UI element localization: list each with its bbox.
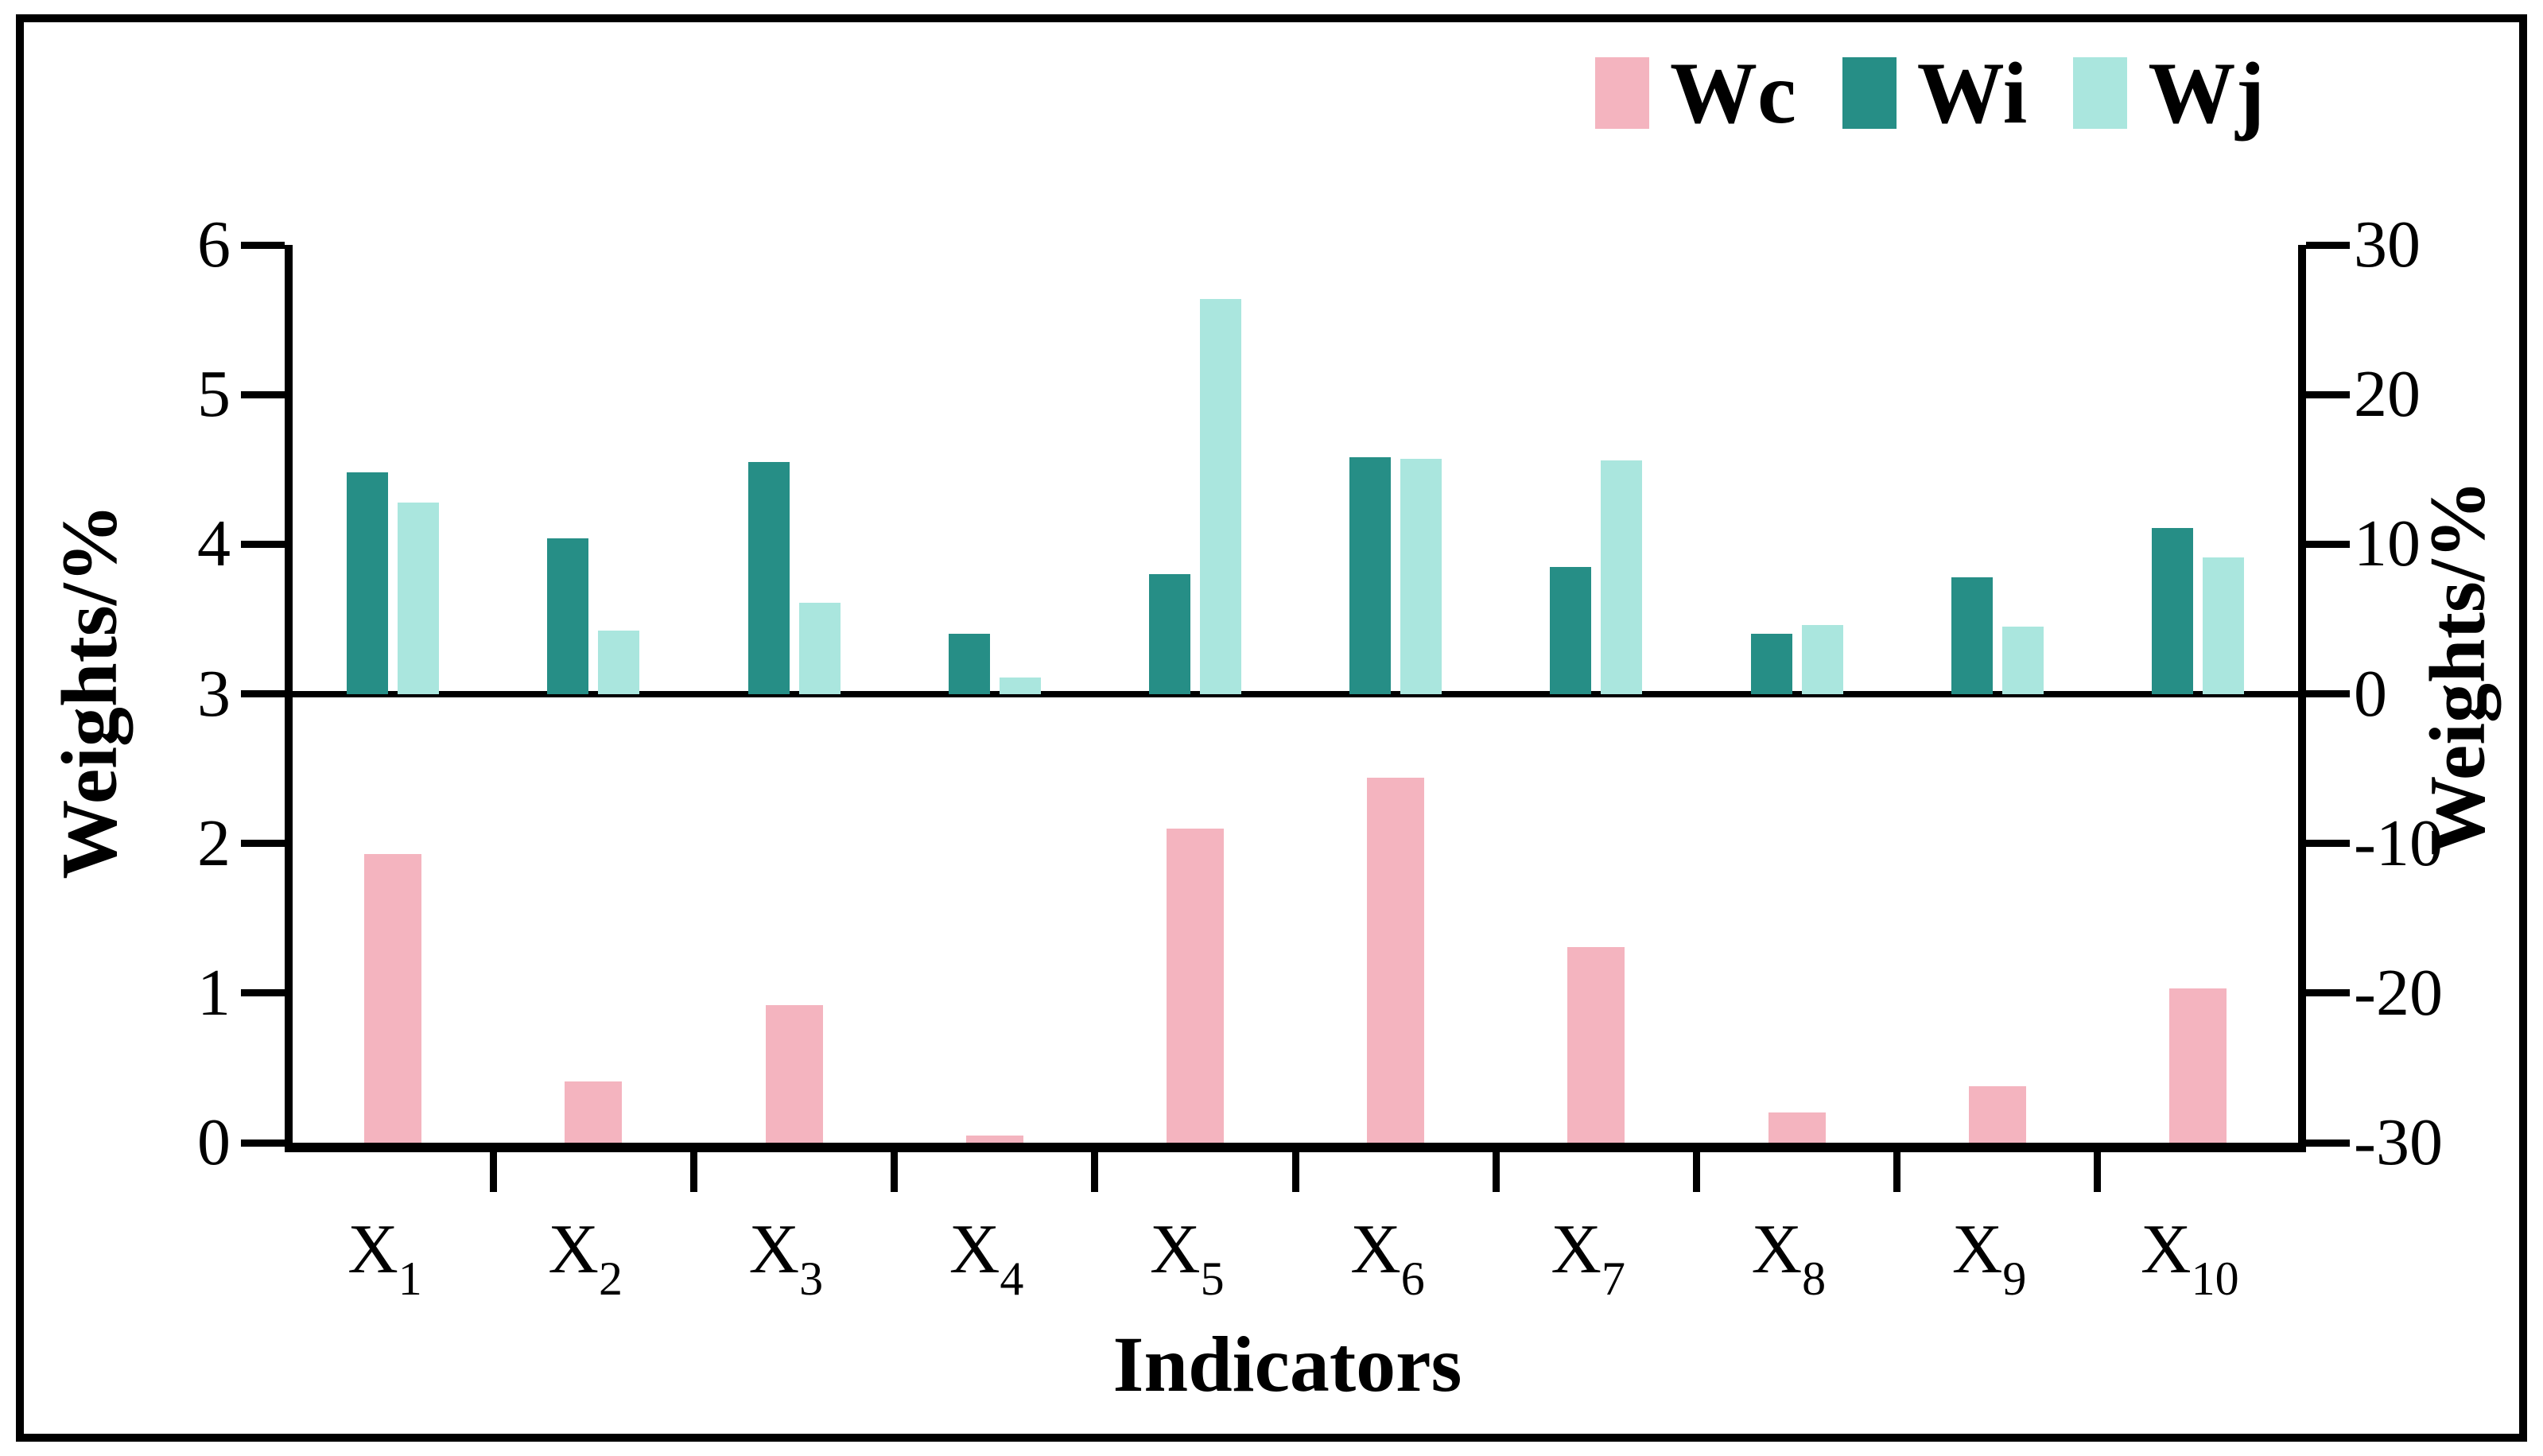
bar-wc-x3 [765, 1004, 823, 1143]
left-axis-tick [241, 390, 285, 398]
right-axis-tick [2306, 989, 2350, 997]
x-category-label: X8 [1751, 1211, 1827, 1305]
right-axis-tick [2306, 390, 2350, 398]
right-axis-tick-label: 30 [2354, 208, 2421, 281]
bar-wj-x2 [598, 631, 640, 694]
bar-wc-x4 [965, 1135, 1023, 1143]
bar-wi-x5 [1148, 573, 1190, 694]
x-category-label: X4 [949, 1211, 1024, 1305]
x-category-label: X7 [1551, 1211, 1625, 1305]
bar-wj-x4 [999, 677, 1041, 694]
bar-wi-x6 [1349, 457, 1392, 694]
bar-wj-x7 [1601, 460, 1643, 694]
legend-swatch-wi [1842, 57, 1897, 129]
right-axis-tick-label: -20 [2354, 955, 2443, 1030]
legend-item-wi: Wi [1842, 45, 2028, 142]
bar-wj-x3 [798, 602, 841, 694]
left-axis-tick-label: 1 [197, 955, 231, 1030]
bar-wj-x10 [2202, 557, 2244, 694]
bar-wc-x10 [2168, 988, 2227, 1143]
right-axis-tick [2306, 840, 2350, 848]
right-axis-tick-label: 20 [2354, 357, 2421, 432]
x-axis-boundary-tick [2094, 1152, 2102, 1192]
right-axis-tick-label: 0 [2354, 656, 2387, 731]
x-axis-boundary-tick [1291, 1152, 1299, 1192]
x-axis-boundary-tick [1492, 1152, 1500, 1192]
x-axis-boundary-tick [1893, 1152, 1901, 1192]
bar-wc-x5 [1166, 828, 1224, 1143]
x-category-label: X5 [1150, 1211, 1225, 1305]
bar-wi-x9 [1951, 577, 1993, 694]
bar-wi-x2 [547, 538, 589, 694]
right-axis-tick-label: -10 [2354, 806, 2443, 880]
x-category-label: X2 [548, 1211, 623, 1305]
bar-wi-x3 [747, 461, 790, 694]
right-axis-tick [2306, 241, 2350, 249]
x-category-label: X3 [748, 1211, 824, 1305]
bar-wj-x5 [1199, 298, 1241, 694]
bar-wc-x9 [1968, 1085, 2026, 1143]
left-axis-tick-label: 0 [197, 1105, 231, 1179]
left-axis-tick-label: 6 [197, 208, 231, 281]
x-category-label: X10 [2141, 1211, 2239, 1305]
x-category-label: X9 [1951, 1211, 2027, 1305]
x-category-label: X6 [1350, 1211, 1425, 1305]
bar-wi-x8 [1750, 634, 1792, 694]
bar-wc-x7 [1567, 946, 1625, 1143]
legend-label-wc: Wc [1669, 45, 1796, 142]
x-axis-boundary-tick [891, 1152, 899, 1192]
bar-wc-x1 [364, 853, 422, 1143]
left-axis-tick [241, 989, 285, 997]
x-category-label: X1 [347, 1211, 422, 1305]
legend-item-wj: Wj [2073, 49, 2265, 137]
right-axis-tick-label: -30 [2354, 1105, 2443, 1179]
left-axis-tick-label: 3 [197, 656, 231, 731]
bar-wj-x8 [1801, 624, 1843, 694]
right-axis-tick [2306, 1139, 2350, 1147]
bar-wi-x10 [2151, 527, 2193, 694]
right-axis-tick [2306, 690, 2350, 697]
x-axis-boundary-tick [489, 1152, 497, 1192]
bar-wi-x1 [347, 472, 389, 694]
bar-wj-x9 [2001, 626, 2044, 694]
right-axis-tick [2306, 540, 2350, 548]
bar-wc-x6 [1367, 777, 1425, 1143]
x-axis-title: Indicators [1112, 1320, 1462, 1408]
bar-wi-x7 [1550, 566, 1592, 694]
legend: Wc Wi Wj [1594, 45, 2265, 142]
left-axis-tick [241, 241, 285, 249]
left-axis-tick-label: 2 [197, 806, 231, 880]
legend-swatch-wc [1594, 57, 1649, 129]
left-axis-tick [241, 840, 285, 848]
figure-border [16, 14, 2527, 1442]
plot-area [241, 241, 2350, 1192]
bar-wc-x2 [565, 1081, 623, 1143]
legend-swatch-wj [2073, 57, 2128, 129]
legend-label-wj: Wj [2148, 45, 2265, 142]
left-axis-tick-label: 4 [197, 507, 231, 581]
bar-wj-x1 [398, 502, 440, 694]
left-axis-tick-label: 5 [197, 357, 231, 432]
legend-label-wi: Wi [1916, 45, 2028, 142]
x-axis-boundary-tick [689, 1152, 697, 1192]
right-axis-tick-label: 10 [2354, 507, 2421, 581]
bar-wj-x6 [1400, 459, 1442, 694]
zero-baseline [293, 690, 2298, 697]
bar-wi-x4 [948, 634, 990, 694]
legend-item-wc: Wc [1594, 45, 1796, 142]
x-axis-boundary-tick [1692, 1152, 1700, 1192]
left-axis-tick [241, 540, 285, 548]
left-axis-tick [241, 690, 285, 697]
x-axis-boundary-tick [1091, 1152, 1099, 1192]
bar-wc-x8 [1768, 1112, 1826, 1143]
left-axis-tick [241, 1139, 285, 1147]
